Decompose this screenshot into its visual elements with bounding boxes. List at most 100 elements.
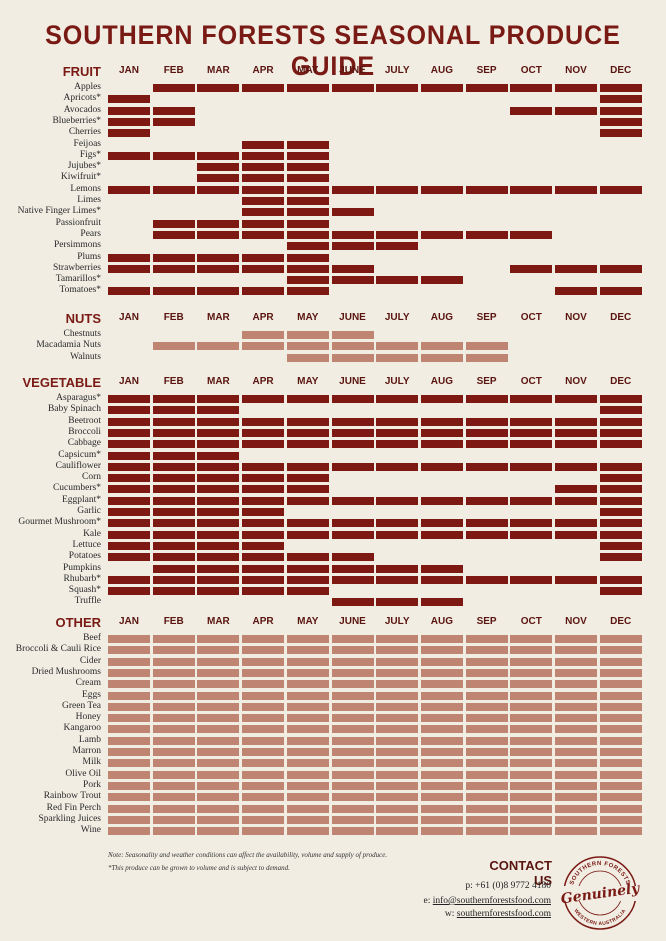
contact-phone: p: +61 (0)8 9772 4180: [465, 881, 551, 891]
season-bar: [599, 553, 642, 562]
season-bar: [510, 106, 553, 115]
produce-label: Kiwifruit*: [60, 172, 101, 183]
season-bar: [510, 530, 553, 539]
season-bar: [555, 440, 597, 449]
season-bar: [197, 417, 240, 426]
season-bar: [197, 759, 240, 768]
season-bar: [242, 428, 285, 437]
produce-label: Walnuts: [70, 351, 101, 362]
season-bar: [152, 748, 195, 756]
produce-label: Limes: [77, 195, 101, 205]
season-bar: [331, 185, 374, 194]
season-bar: [286, 353, 329, 362]
season-bar: [242, 804, 285, 813]
season-bar: [420, 804, 463, 813]
season-bar: [286, 575, 329, 584]
produce-label: Green Tea: [62, 700, 101, 711]
season-bar: [197, 714, 240, 723]
season-bar: [197, 668, 240, 677]
season-bar: [331, 680, 374, 689]
season-bar: [108, 804, 150, 813]
season-bar: [242, 219, 285, 228]
season-bar: [555, 635, 597, 643]
month-header: NOV: [565, 616, 587, 627]
season-bar: [242, 668, 285, 677]
season-bar: [197, 827, 240, 836]
season-bar: [242, 793, 285, 802]
season-bar: [331, 553, 374, 562]
season-bar: [331, 530, 374, 539]
season-bar: [108, 508, 150, 516]
season-bar: [242, 496, 285, 505]
season-bar: [197, 804, 240, 813]
produce-label: Jujubes*: [67, 161, 101, 172]
season-bar: [599, 587, 642, 596]
month-header: AUG: [430, 616, 453, 627]
season-bar: [197, 84, 240, 92]
season-bar: [465, 440, 508, 449]
season-bar: [510, 781, 553, 790]
season-bar: [286, 680, 329, 689]
season-bar: [197, 815, 240, 824]
season-bar: [152, 804, 195, 813]
season-bar: [152, 657, 195, 666]
season-bar: [152, 219, 195, 228]
season-bar: [510, 575, 553, 584]
season-bar: [286, 185, 329, 194]
month-header: OCT: [520, 312, 542, 323]
season-bar: [599, 702, 642, 711]
season-bar: [242, 530, 285, 539]
season-bar: [197, 736, 240, 745]
season-bar: [108, 395, 150, 403]
season-bar: [599, 84, 642, 92]
season-bar: [242, 197, 285, 205]
season-bar: [331, 395, 374, 403]
season-bar: [420, 428, 463, 437]
season-bar: [152, 575, 195, 584]
season-bar: [108, 815, 150, 824]
section-title-other: OTHER: [55, 615, 102, 630]
season-bar: [331, 208, 374, 217]
produce-label: Passionfruit: [55, 217, 101, 228]
season-bar: [197, 691, 240, 700]
season-bar: [197, 440, 240, 449]
season-bar: [242, 519, 285, 528]
month-header: JUNE: [339, 65, 366, 76]
season-bar: [465, 635, 508, 643]
season-bar: [108, 691, 150, 700]
season-bar: [465, 342, 508, 351]
season-bar: [152, 106, 195, 115]
season-bar: [420, 680, 463, 689]
season-bar: [465, 736, 508, 745]
season-bar: [599, 657, 642, 666]
season-bar: [376, 575, 419, 584]
month-header: MAY: [297, 376, 319, 387]
website-link[interactable]: southernforestsfood.com: [456, 909, 551, 919]
season-bar: [420, 530, 463, 539]
season-bar: [242, 657, 285, 666]
season-bar: [152, 417, 195, 426]
season-bar: [286, 342, 329, 351]
produce-label: Chestnuts: [63, 329, 101, 339]
season-bar: [242, 253, 285, 262]
season-bar: [376, 342, 419, 351]
season-bar: [197, 185, 240, 194]
produce-label: Lamb: [78, 734, 101, 745]
season-bar: [286, 804, 329, 813]
season-bar: [420, 725, 463, 734]
season-bar: [286, 657, 329, 666]
produce-label: Milk: [82, 757, 101, 768]
month-header: MAY: [297, 65, 319, 76]
email-link[interactable]: info@southernforestsfood.com: [432, 896, 551, 906]
section-title-fruit: FRUIT: [62, 64, 101, 79]
season-bar: [286, 276, 329, 285]
season-bar: [242, 508, 285, 516]
season-bar: [242, 725, 285, 734]
season-bar: [510, 804, 553, 813]
season-bar: [376, 564, 419, 573]
month-header: SEP: [476, 65, 497, 76]
season-bar: [242, 230, 285, 239]
season-bar: [242, 462, 285, 471]
season-bar: [555, 815, 597, 824]
season-bar: [242, 208, 285, 217]
